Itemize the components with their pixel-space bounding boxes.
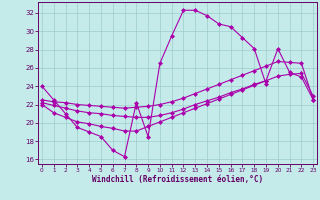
X-axis label: Windchill (Refroidissement éolien,°C): Windchill (Refroidissement éolien,°C) (92, 175, 263, 184)
